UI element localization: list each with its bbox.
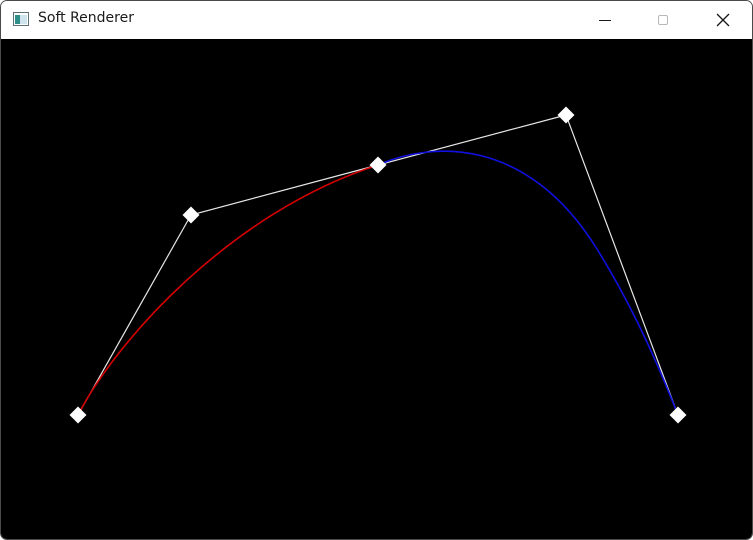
close-icon xyxy=(716,13,730,27)
title-bar[interactable]: Soft Renderer xyxy=(1,1,752,39)
close-button[interactable] xyxy=(694,1,752,39)
bezier-curve-left xyxy=(77,164,379,416)
control-point-3[interactable] xyxy=(369,156,387,174)
control-point-2[interactable] xyxy=(182,206,200,224)
control-point-4[interactable] xyxy=(557,106,575,124)
maximize-icon xyxy=(658,15,668,25)
minimize-button[interactable] xyxy=(576,1,634,39)
window-app-icon xyxy=(13,12,29,26)
maximize-button[interactable] xyxy=(634,1,692,39)
bezier-curve-right xyxy=(377,150,679,416)
render-canvas[interactable] xyxy=(1,39,752,539)
window-title: Soft Renderer xyxy=(38,10,134,26)
bezier-scene xyxy=(69,106,687,424)
minimize-icon xyxy=(599,20,611,21)
control-point-5[interactable] xyxy=(669,406,687,424)
control-point-1[interactable] xyxy=(69,406,87,424)
